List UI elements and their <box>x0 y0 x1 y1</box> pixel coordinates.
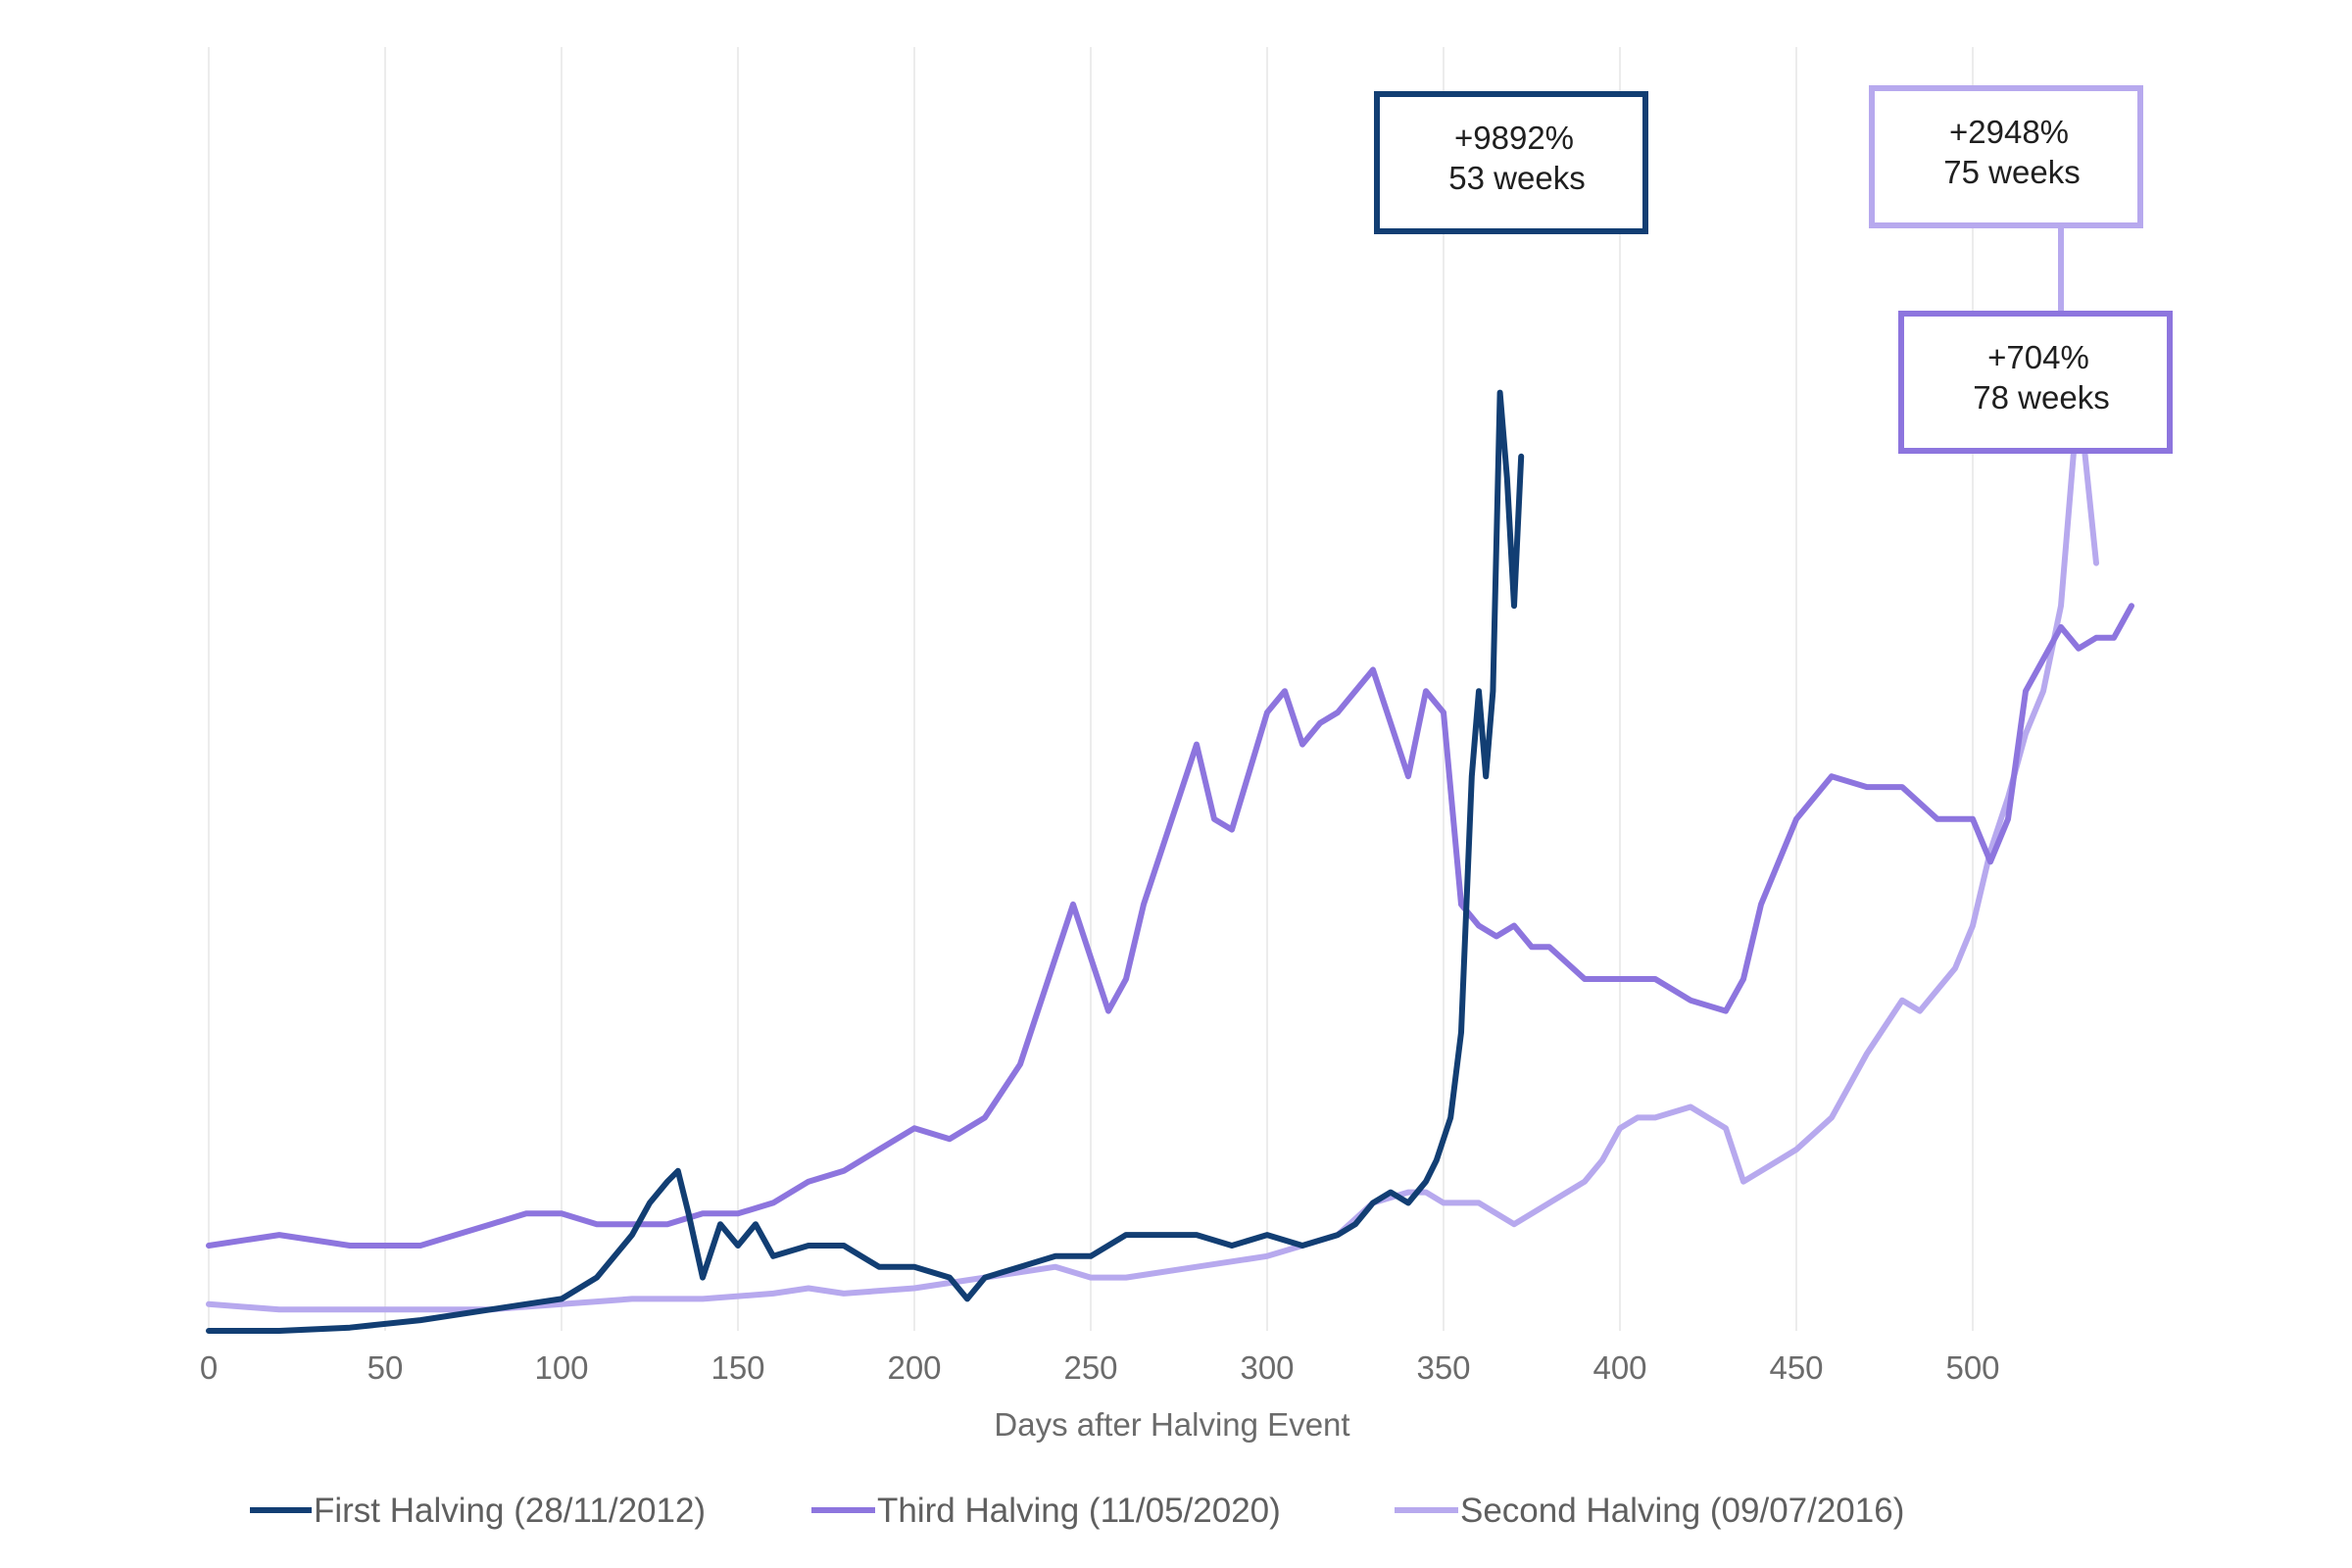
x-tick-label-50: 50 <box>368 1349 404 1386</box>
x-tick-label-200: 200 <box>887 1349 941 1386</box>
x-axis-ticks: 0 50 100 150 200 250 300 350 400 450 500 <box>200 1349 2000 1386</box>
annotation-gain-third-halving: +704% <box>1987 339 2089 375</box>
legend-item-second-halving: Second Halving (09/07/2016) <box>1395 1492 1904 1530</box>
legend: First Halving (28/11/2012) Third Halving… <box>250 1492 1904 1530</box>
legend-label-second-halving: Second Halving (09/07/2016) <box>1460 1492 1904 1530</box>
legend-item-third-halving: Third Halving (11/05/2020) <box>811 1492 1281 1530</box>
x-tick-label-250: 250 <box>1063 1349 1117 1386</box>
gridlines <box>208 47 1974 1331</box>
annotation-duration-third-halving: 78 weeks <box>1973 379 2109 416</box>
legend-item-first-halving: First Halving (28/11/2012) <box>250 1492 706 1530</box>
annotation-gain-second-halving: +2948% <box>1949 114 2069 150</box>
annotation-duration-first-halving: 53 weeks <box>1448 160 1585 196</box>
annotation-third-halving: +704% 78 weeks <box>1898 311 2173 454</box>
annotation-duration-second-halving: 75 weeks <box>1943 154 2080 190</box>
annotation-first-halving: +9892% 53 weeks <box>1374 91 1648 234</box>
legend-label-first-halving: First Halving (28/11/2012) <box>314 1492 706 1530</box>
series-lines <box>206 389 2134 1334</box>
x-tick-label-400: 400 <box>1592 1349 1646 1386</box>
series-line-third-halving <box>206 603 2134 1249</box>
x-tick-label-450: 450 <box>1769 1349 1823 1386</box>
x-axis-label: Days after Halving Event <box>994 1406 1349 1443</box>
annotation-gain-first-halving: +9892% <box>1454 120 1574 156</box>
x-tick-label-100: 100 <box>534 1349 588 1386</box>
x-tick-label-0: 0 <box>200 1349 218 1386</box>
x-tick-label-350: 350 <box>1416 1349 1470 1386</box>
annotation-box-first-halving <box>1374 91 1648 234</box>
x-tick-label-300: 300 <box>1240 1349 1294 1386</box>
series-line-second-halving <box>206 389 2099 1313</box>
x-tick-label-500: 500 <box>1945 1349 1999 1386</box>
annotation-box-second-halving <box>1869 85 2143 228</box>
annotation-box-third-halving <box>1898 311 2173 454</box>
annotation-second-halving: +2948% 75 weeks <box>1869 85 2143 312</box>
series-line-first-halving <box>206 389 1525 1334</box>
x-tick-label-150: 150 <box>710 1349 764 1386</box>
legend-label-third-halving: Third Halving (11/05/2020) <box>877 1492 1281 1530</box>
